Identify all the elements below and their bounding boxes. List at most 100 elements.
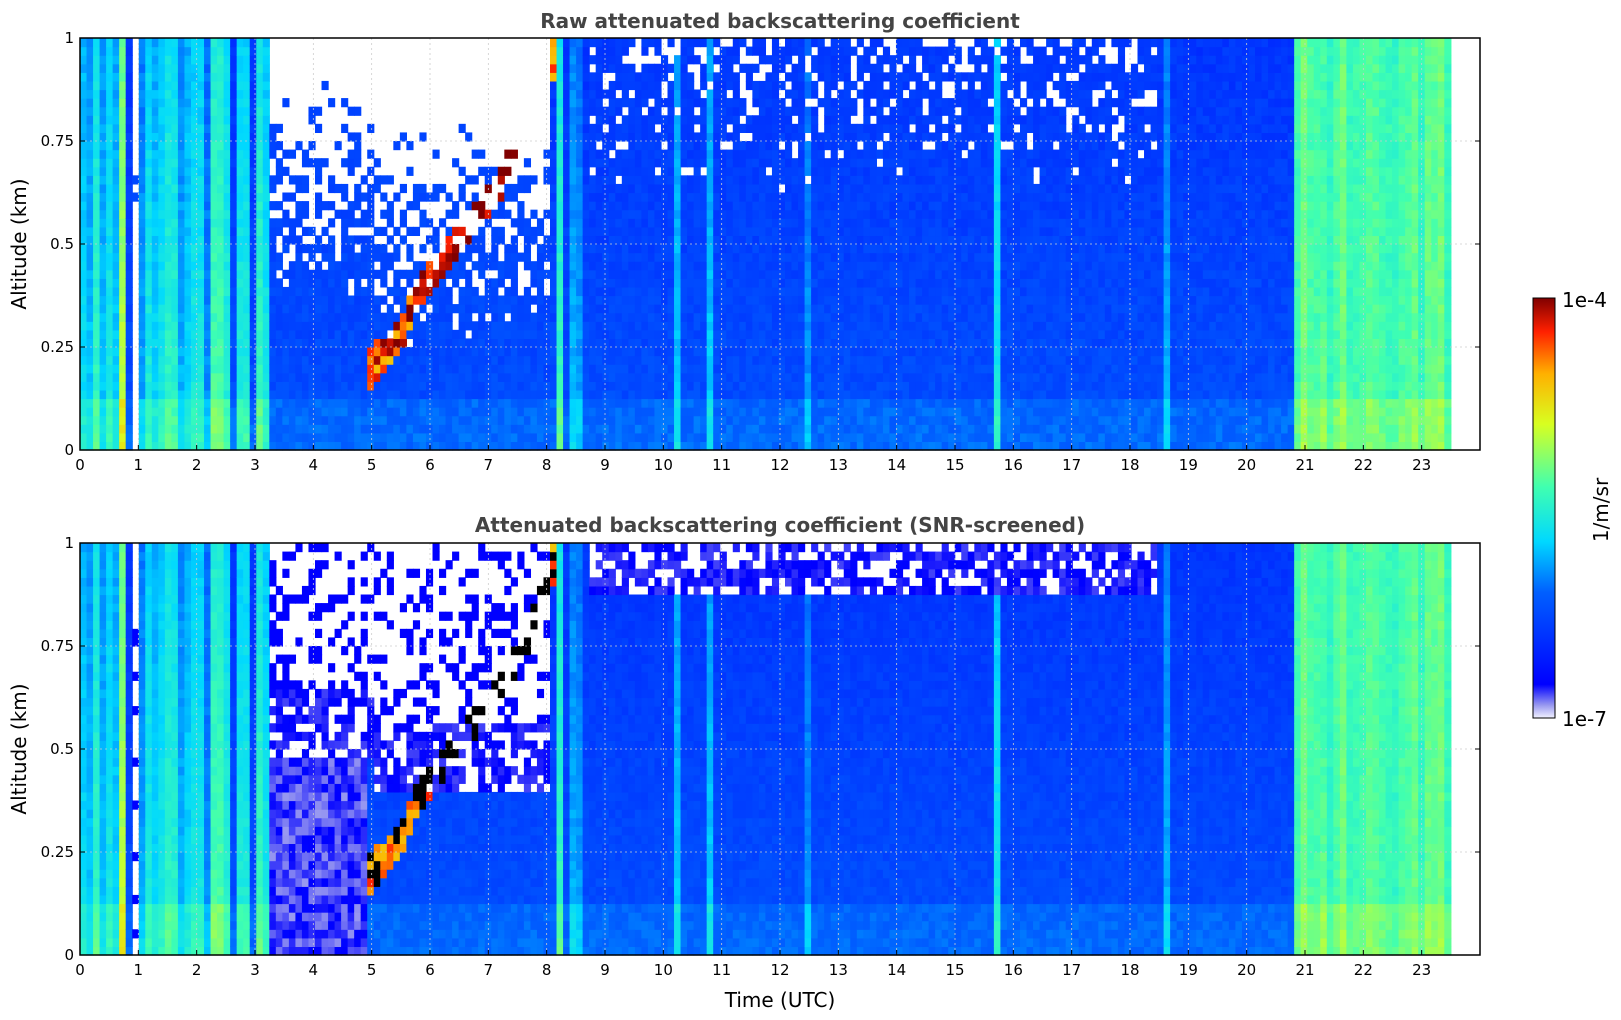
heatmap-cell	[237, 338, 244, 347]
heatmap-cell	[165, 72, 172, 81]
heatmap-cell	[308, 313, 315, 322]
heatmap-cell	[243, 55, 250, 64]
heatmap-cell	[158, 373, 165, 382]
heatmap-cell	[243, 210, 250, 219]
heatmap-cell	[694, 98, 701, 107]
heatmap-cell	[87, 399, 94, 408]
heatmap-cell	[302, 399, 309, 408]
heatmap-cell	[687, 55, 694, 64]
heatmap-cell	[217, 356, 224, 365]
heatmap-cell	[883, 296, 890, 305]
heatmap-cell	[198, 304, 205, 313]
heatmap-cell	[295, 210, 302, 219]
heatmap-cell	[198, 193, 205, 202]
heatmap-cell	[778, 330, 785, 339]
heatmap-cell	[361, 235, 368, 244]
heatmap-cell	[889, 64, 896, 73]
heatmap-cell	[106, 244, 113, 253]
heatmap-cell	[204, 296, 211, 305]
heatmap-cell	[145, 55, 152, 64]
heatmap-cell	[315, 193, 322, 202]
heatmap-cell	[315, 373, 322, 382]
heatmap-cell	[341, 193, 348, 202]
heatmap-cell	[224, 235, 231, 244]
heatmap-cell	[870, 150, 877, 159]
heatmap-cell	[889, 150, 896, 159]
heatmap-cell	[850, 304, 857, 313]
heatmap-cell	[752, 167, 759, 176]
heatmap-cell	[739, 98, 746, 107]
heatmap-cell	[889, 441, 896, 450]
heatmap-cell	[145, 201, 152, 210]
heatmap-cell	[792, 132, 799, 141]
heatmap-cell	[230, 304, 237, 313]
heatmap-cell	[87, 253, 94, 262]
heatmap-cell	[269, 261, 276, 270]
heatmap-cell	[863, 261, 870, 270]
heatmap-cell	[759, 407, 766, 416]
heatmap-cell	[302, 304, 309, 313]
heatmap-cell	[792, 304, 799, 313]
heatmap-cell	[100, 90, 107, 99]
heatmap-cell	[524, 287, 531, 296]
heatmap-cell	[113, 90, 120, 99]
heatmap-cell	[687, 124, 694, 133]
heatmap-cell	[883, 356, 890, 365]
heatmap-cell	[295, 218, 302, 227]
heatmap-cell	[165, 390, 172, 399]
heatmap-cell	[276, 433, 283, 442]
heatmap-cell	[119, 330, 126, 339]
heatmap-cell	[792, 158, 799, 167]
heatmap-cell	[641, 330, 648, 339]
heatmap-cell	[217, 218, 224, 227]
heatmap-cell	[465, 278, 472, 287]
heatmap-cell	[772, 55, 779, 64]
heatmap-cell	[805, 390, 812, 399]
heatmap-cell	[406, 373, 413, 382]
heatmap-cell	[126, 72, 133, 81]
heatmap-cell	[491, 167, 498, 176]
heatmap-cell	[269, 201, 276, 210]
heatmap-cell	[681, 47, 688, 56]
heatmap-cell	[615, 235, 622, 244]
heatmap-cell	[178, 81, 185, 90]
heatmap-cell	[289, 356, 296, 365]
heatmap-cell	[700, 158, 707, 167]
heatmap-cell	[152, 141, 159, 150]
heatmap-cell	[778, 373, 785, 382]
heatmap-cell	[113, 296, 120, 305]
heatmap-cell	[583, 244, 590, 253]
heatmap-cell	[93, 227, 100, 236]
heatmap-cell	[211, 313, 218, 322]
heatmap-cell	[844, 373, 851, 382]
heatmap-cell	[576, 193, 583, 202]
heatmap-cell	[282, 390, 289, 399]
heatmap-cell	[243, 321, 250, 330]
heatmap-cell	[211, 330, 218, 339]
heatmap-cell	[661, 304, 668, 313]
heatmap-cell	[661, 433, 668, 442]
heatmap-cell	[295, 416, 302, 425]
heatmap-cell	[537, 416, 544, 425]
heatmap-cell	[648, 364, 655, 373]
heatmap-cell	[106, 330, 113, 339]
heatmap-cell	[570, 158, 577, 167]
heatmap-cell	[818, 55, 825, 64]
heatmap-cell	[903, 227, 910, 236]
heatmap-cell	[498, 399, 505, 408]
heatmap-cell	[805, 124, 812, 133]
heatmap-cell	[126, 253, 133, 262]
heatmap-cell	[805, 235, 812, 244]
heatmap-cell	[263, 47, 270, 56]
heatmap-cell	[393, 381, 400, 390]
heatmap-cell	[374, 244, 381, 253]
heatmap-cell	[237, 399, 244, 408]
heatmap-cell	[726, 107, 733, 116]
heatmap-cell	[198, 356, 205, 365]
heatmap-cell	[145, 296, 152, 305]
heatmap-cell	[831, 150, 838, 159]
heatmap-cell	[765, 210, 772, 219]
heatmap-cell	[759, 287, 766, 296]
heatmap-cell	[883, 72, 890, 81]
heatmap-cell	[648, 124, 655, 133]
